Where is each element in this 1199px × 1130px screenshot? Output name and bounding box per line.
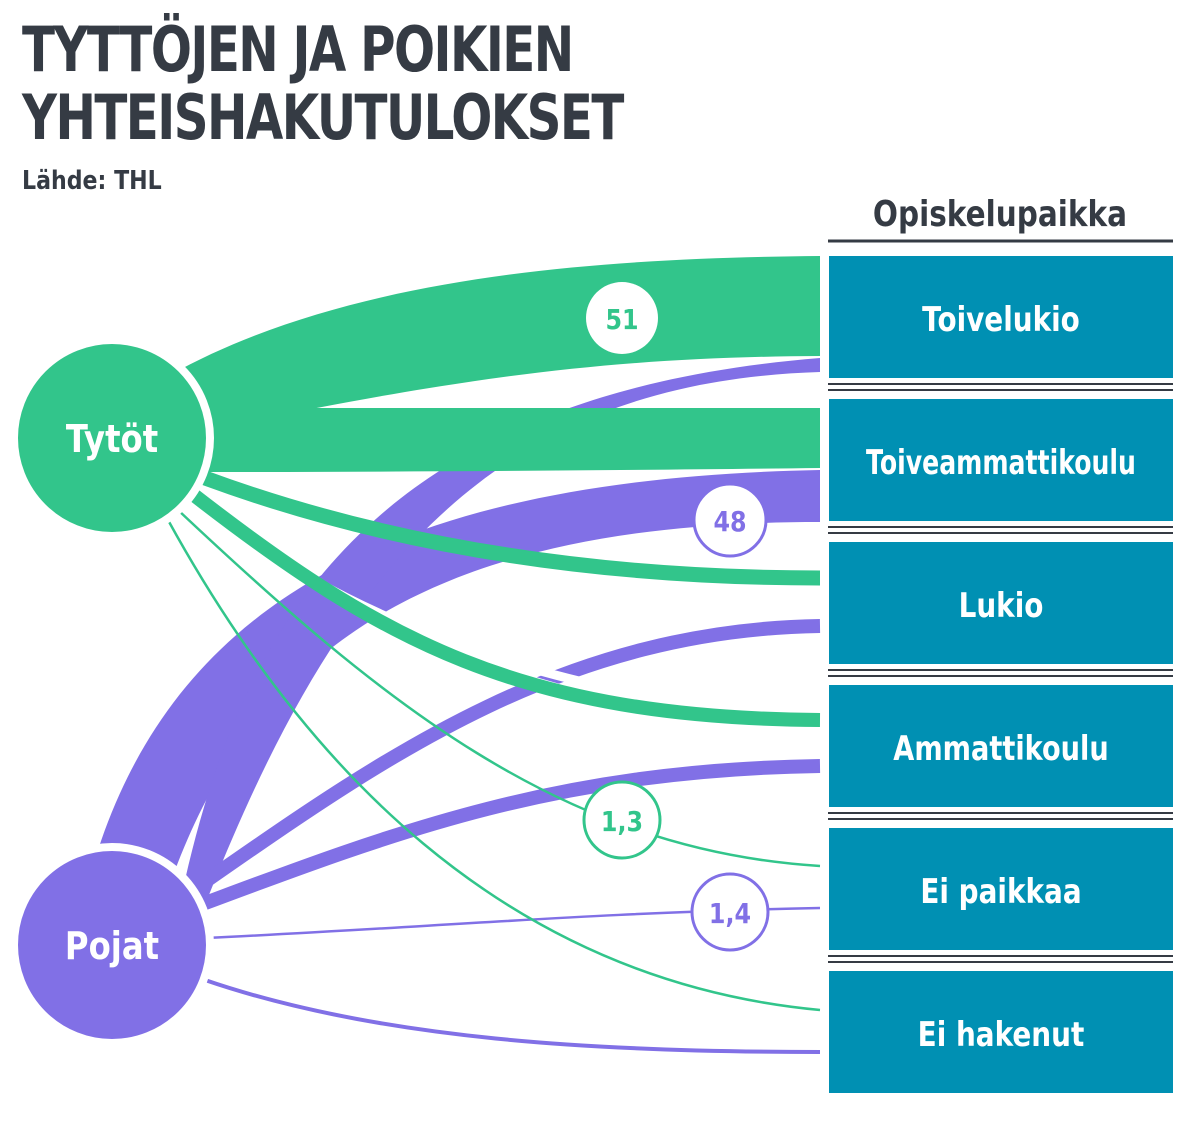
flow-boys-lukio bbox=[192, 619, 821, 894]
value-badge-51: 51 bbox=[586, 282, 658, 354]
flow-girls-ei-paikkaa bbox=[177, 509, 821, 868]
flow-boys-ei-hakenut bbox=[204, 978, 821, 1054]
target-label-ei-hakenut: Ei hakenut bbox=[918, 1015, 1085, 1054]
value-label-51: 51 bbox=[605, 304, 638, 336]
value-badge-1-4: 1,4 bbox=[690, 872, 770, 952]
value-label-1-3: 1,3 bbox=[601, 806, 643, 838]
target-ei-hakenut: Ei hakenut bbox=[829, 971, 1173, 1093]
target-boxes: Toivelukio Toiveammattikoulu Lukio Ammat… bbox=[829, 256, 1173, 1093]
target-ei-paikkaa: Ei paikkaa bbox=[829, 828, 1173, 950]
target-ammattikoulu: Ammattikoulu bbox=[829, 685, 1173, 807]
source-label-girls: Tytöt bbox=[66, 418, 158, 462]
flow-girls-lukio bbox=[202, 470, 821, 586]
target-toivelukio: Toivelukio bbox=[829, 256, 1173, 378]
target-label-lukio: Lukio bbox=[959, 586, 1044, 625]
target-label-ammattikoulu: Ammattikoulu bbox=[893, 729, 1108, 769]
target-lukio: Lukio bbox=[829, 542, 1173, 664]
column-header: Opiskelupaikka bbox=[873, 192, 1127, 235]
value-badge-1-3: 1,3 bbox=[582, 780, 662, 860]
target-label-toiveammattikoulu: Toiveammattikoulu bbox=[866, 443, 1136, 483]
flow-girls-toivelukio bbox=[170, 256, 820, 430]
value-label-48: 48 bbox=[713, 506, 746, 538]
flow-boys-ammattikoulu bbox=[197, 759, 821, 912]
flows-girls bbox=[166, 256, 821, 1012]
target-label-ei-paikkaa: Ei paikkaa bbox=[920, 872, 1081, 911]
source-note: Lähde: THL bbox=[22, 166, 162, 196]
source-node-boys: Pojat bbox=[10, 843, 214, 1047]
source-label-boys: Pojat bbox=[65, 925, 159, 969]
flow-girls-ei-hakenut bbox=[166, 519, 821, 1012]
source-node-girls: Tytöt bbox=[10, 336, 214, 540]
target-separators bbox=[828, 383, 1173, 963]
value-label-1-4: 1,4 bbox=[709, 898, 751, 930]
flow-girls-toiveammattikoulu bbox=[205, 408, 820, 472]
value-badge-48: 48 bbox=[692, 482, 768, 558]
page-title: TYTTÖJEN JA POIKIEN YHTEISHAKUTULOKSET bbox=[22, 13, 624, 154]
target-label-toivelukio: Toivelukio bbox=[922, 300, 1080, 339]
flow-girls-ammattikoulu bbox=[185, 486, 821, 727]
target-toiveammattikoulu: Toiveammattikoulu bbox=[829, 399, 1173, 521]
